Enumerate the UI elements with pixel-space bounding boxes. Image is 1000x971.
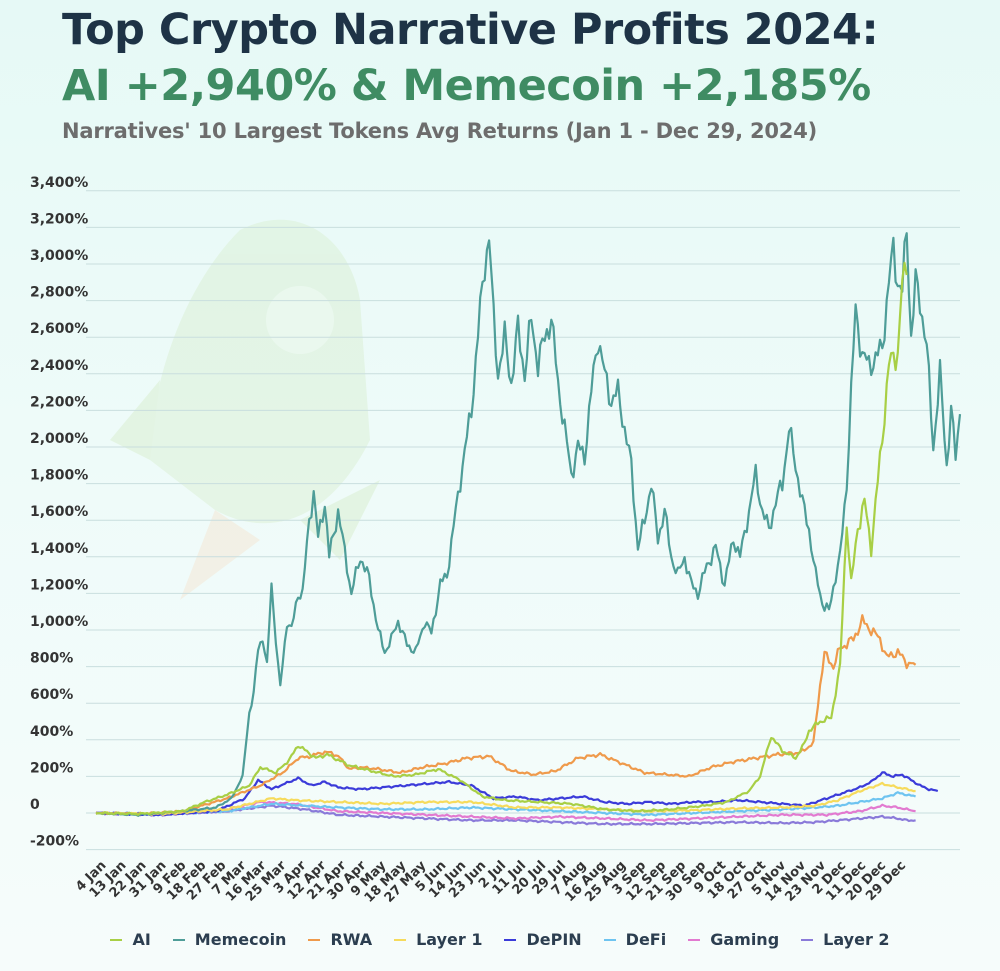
series-line-ai [95,261,908,816]
legend-label: Layer 1 [416,930,483,949]
legend-item: Layer 2 [801,930,890,949]
legend-swatch [308,938,321,941]
y-tick-label: 0 [30,797,40,813]
y-tick-label: 2,400% [30,358,88,374]
series-line-memecoin [95,232,962,817]
y-tick-label: 2,000% [30,431,88,447]
y-tick-label: 1,200% [30,577,88,593]
y-tick-label: 2,200% [30,394,88,410]
chart-subtitle: Narratives' 10 Largest Tokens Avg Return… [62,119,818,143]
legend-swatch [394,938,407,941]
legend-label: AI [132,930,151,949]
title-line-2: AI +2,940% & Memecoin +2,185% [62,61,871,111]
chart-legend: AI Memecoin RWA Layer 1 DePIN DeFi Gaming Layer… [0,930,1000,949]
legend-swatch [172,938,185,941]
y-tick-label: 3,000% [30,248,88,264]
y-tick-label: 2,600% [30,321,88,337]
series-lines [95,232,962,826]
y-tick-label: 400% [30,724,73,740]
legend-item: DePIN [504,930,582,949]
legend-item: Memecoin [172,930,287,949]
y-tick-label: 600% [30,687,73,703]
series-line-layer-1 [95,781,916,816]
chart-title: Top Crypto Narrative Profits 2024: AI +2… [62,2,879,114]
y-axis: -200% 0 200% 400% 600% 800% 1,000% 1,200% 1,400%… [30,175,88,850]
legend-item: DeFi [603,930,667,949]
legend-swatch [801,938,814,941]
line-chart: -200% 0 200% 400% 600% 800% 1,000% 1,200% 1,400%… [30,175,962,906]
legend-label: DePIN [526,930,582,949]
series-line-depin [95,771,939,817]
legend-swatch [688,938,701,941]
legend-swatch [504,938,517,941]
y-tick-label: 1,600% [30,504,88,520]
rocket-watermark-icon [110,219,380,600]
y-tick-label: 3,400% [30,175,88,191]
legend-label: Gaming [710,930,780,949]
y-tick-label: 800% [30,651,73,667]
y-tick-label: 2,800% [30,285,88,301]
y-tick-label: 200% [30,760,73,776]
legend-label: DeFi [625,930,667,949]
legend-item: RWA [308,930,372,949]
legend-swatch [110,938,123,941]
legend-item: AI [110,930,151,949]
y-tick-label: 1,800% [30,468,88,484]
title-line-1: Top Crypto Narrative Profits 2024: [62,5,879,55]
grid [86,190,960,851]
legend-label: Layer 2 [823,930,890,949]
legend-label: RWA [330,930,373,949]
legend-item: Gaming [688,930,779,949]
y-tick-label: 1,000% [30,614,88,630]
series-line-defi [95,791,917,817]
series-line-rwa [95,614,917,816]
legend-swatch [603,938,616,941]
y-tick-label: -200% [30,834,79,850]
y-tick-label: 3,200% [30,211,88,227]
legend-label: Memecoin [194,930,287,949]
y-tick-label: 1,400% [30,541,88,557]
legend-item: Layer 1 [394,930,482,949]
